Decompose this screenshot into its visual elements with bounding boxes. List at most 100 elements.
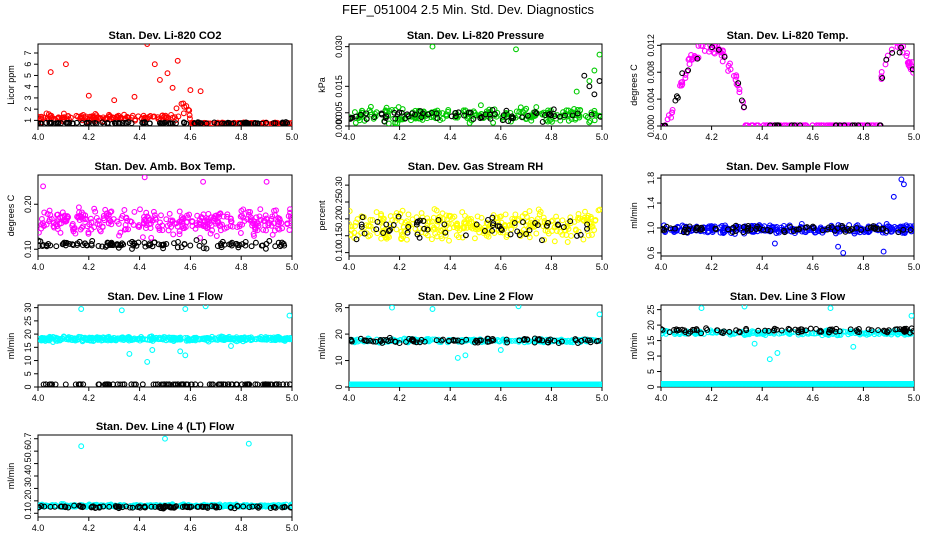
data-point [287, 209, 292, 216]
data-point [596, 51, 602, 58]
data-point [367, 337, 374, 344]
data-point [92, 505, 99, 511]
data-point [519, 114, 526, 121]
data-point [849, 122, 856, 126]
data-point [772, 122, 778, 126]
data-point [430, 214, 437, 221]
data-point [378, 235, 385, 242]
data-point [539, 337, 546, 344]
x-tick-label: 4.0 [655, 132, 668, 142]
data-point [176, 208, 183, 215]
data-point [219, 336, 226, 343]
data-point [52, 381, 59, 387]
y-tick-label: 20 [646, 320, 656, 330]
data-point [141, 119, 148, 126]
panel-2: Stan. Dev. Li-820 Pressure 4.0 4.2 4.4 4.6 4.… [317, 30, 608, 142]
data-point [55, 120, 62, 126]
data-point [70, 242, 77, 249]
data-point [156, 334, 163, 341]
data-point [95, 217, 102, 224]
data-point [735, 80, 742, 87]
y-tick-label: 0.5 [23, 457, 33, 470]
data-point [245, 121, 252, 126]
data-point [96, 504, 103, 511]
data-point [280, 381, 287, 387]
data-point [586, 78, 593, 84]
data-point [661, 123, 665, 126]
data-point [156, 120, 163, 126]
data-point [679, 79, 686, 85]
y-tick-label: 0.030 [334, 35, 344, 58]
data-point [228, 120, 235, 126]
data-point [515, 305, 522, 310]
data-point [738, 97, 745, 104]
data-point [503, 336, 510, 343]
data-point [94, 221, 101, 227]
data-point [118, 307, 125, 314]
data-point [199, 214, 206, 221]
data-point [358, 221, 365, 228]
data-point [225, 335, 232, 342]
data-point [390, 222, 397, 228]
data-point [100, 503, 107, 510]
data-point [99, 119, 106, 126]
y-axis-label: ml/min [629, 202, 639, 229]
data-point [188, 381, 195, 387]
data-point [104, 335, 111, 342]
data-point [84, 120, 91, 126]
data-point [179, 216, 186, 223]
data-point [711, 50, 718, 57]
data-point [662, 122, 669, 126]
data-point [171, 220, 178, 227]
data-point [180, 110, 187, 117]
y-tick-label: 1.4 [646, 197, 656, 210]
data-point [38, 237, 42, 244]
data-point [379, 339, 386, 346]
data-point [115, 220, 122, 227]
x-tick-label: 4.6 [184, 262, 197, 272]
data-point [406, 222, 413, 229]
data-point [72, 381, 79, 387]
data-point [180, 381, 187, 387]
data-point [581, 72, 588, 79]
data-point [254, 381, 261, 387]
x-tick-label: 4.6 [184, 523, 197, 533]
data-point [868, 327, 875, 334]
data-point [465, 336, 472, 343]
x-tick-label: 4.6 [495, 393, 508, 403]
data-point [777, 122, 784, 126]
data-point [440, 216, 447, 223]
data-point [666, 329, 673, 336]
data-point [162, 112, 169, 119]
y-axis-label: percent [317, 200, 327, 231]
data-point [439, 235, 445, 242]
data-point [50, 219, 57, 226]
y-tick-label: 10 [646, 351, 656, 361]
data-point [238, 381, 245, 387]
data-point [531, 335, 538, 342]
y-tick-label: 0 [23, 384, 33, 389]
data-point [189, 223, 196, 230]
data-point [525, 230, 532, 237]
data-point [227, 504, 234, 511]
data-point [187, 87, 194, 94]
data-point [487, 115, 494, 122]
data-point [273, 381, 280, 387]
x-tick-label: 4.8 [857, 132, 870, 142]
data-point [587, 339, 594, 346]
data-point [857, 122, 864, 126]
y-tick-label: 0.15 [334, 227, 344, 245]
panel-8: Stan. Dev. Line 2 Flow 4.0 4.2 4.4 4.6 4.8 5.0… [317, 291, 608, 403]
data-point [363, 110, 370, 117]
data-point [781, 227, 787, 234]
data-point [75, 214, 82, 221]
data-point [581, 214, 588, 221]
data-point [523, 231, 530, 237]
data-point [679, 70, 686, 77]
data-point [238, 120, 245, 126]
data-point [87, 215, 94, 222]
data-point [730, 224, 737, 231]
data-point [872, 224, 879, 231]
data-point [876, 330, 883, 337]
